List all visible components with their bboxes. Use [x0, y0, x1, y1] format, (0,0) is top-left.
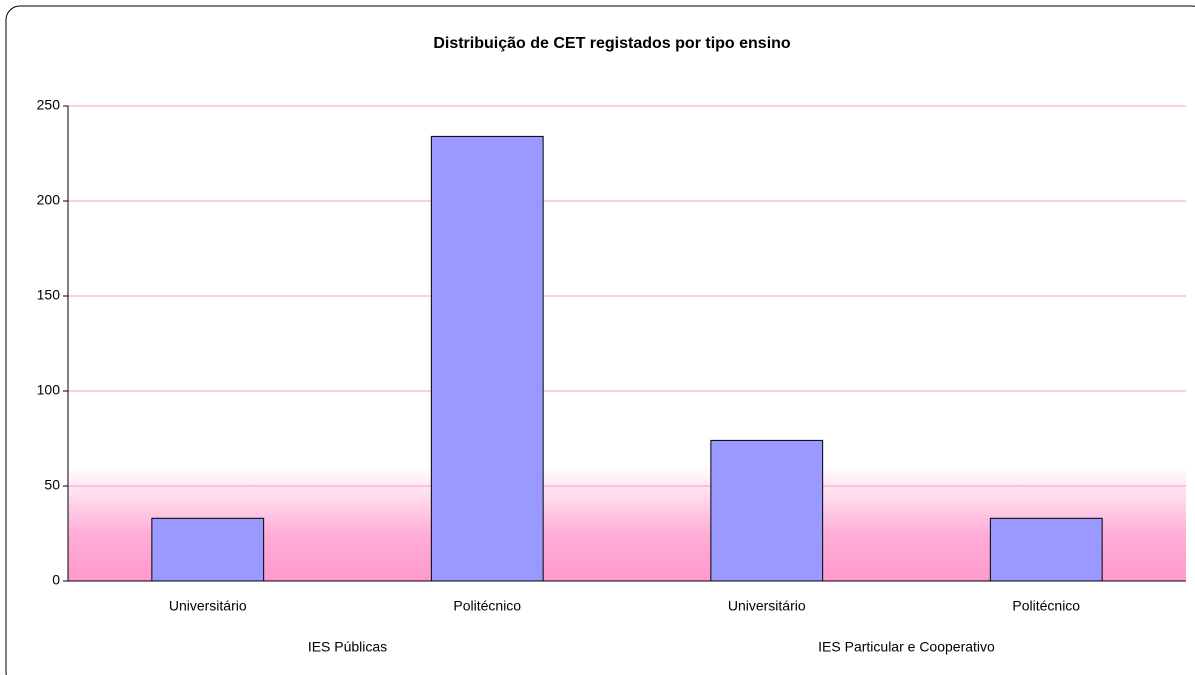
y-tick-label: 100: [37, 382, 61, 398]
chart-title: Distribuição de CET registados por tipo …: [433, 35, 791, 52]
y-tick-label: 150: [37, 287, 61, 303]
x-tick-label: Politécnico: [1012, 598, 1080, 614]
bar: [710, 439, 824, 582]
bar: [430, 135, 544, 582]
bar: [989, 517, 1103, 582]
group-label: IES Públicas: [308, 639, 387, 655]
chart-border: [5, 5, 1195, 675]
x-tick-label: Universitário: [728, 598, 806, 614]
y-tick-label: 0: [52, 572, 60, 588]
bar: [151, 517, 265, 582]
y-tick-label: 200: [37, 192, 61, 208]
y-tick-label: 250: [37, 97, 61, 113]
y-tick-label: 50: [44, 477, 60, 493]
x-tick-label: Politécnico: [453, 598, 521, 614]
group-label: IES Particular e Cooperativo: [818, 639, 995, 655]
x-tick-label: Universitário: [169, 598, 247, 614]
